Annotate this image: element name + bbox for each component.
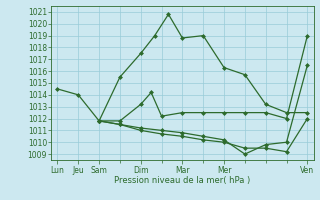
X-axis label: Pression niveau de la mer( hPa ): Pression niveau de la mer( hPa ) (114, 176, 251, 185)
